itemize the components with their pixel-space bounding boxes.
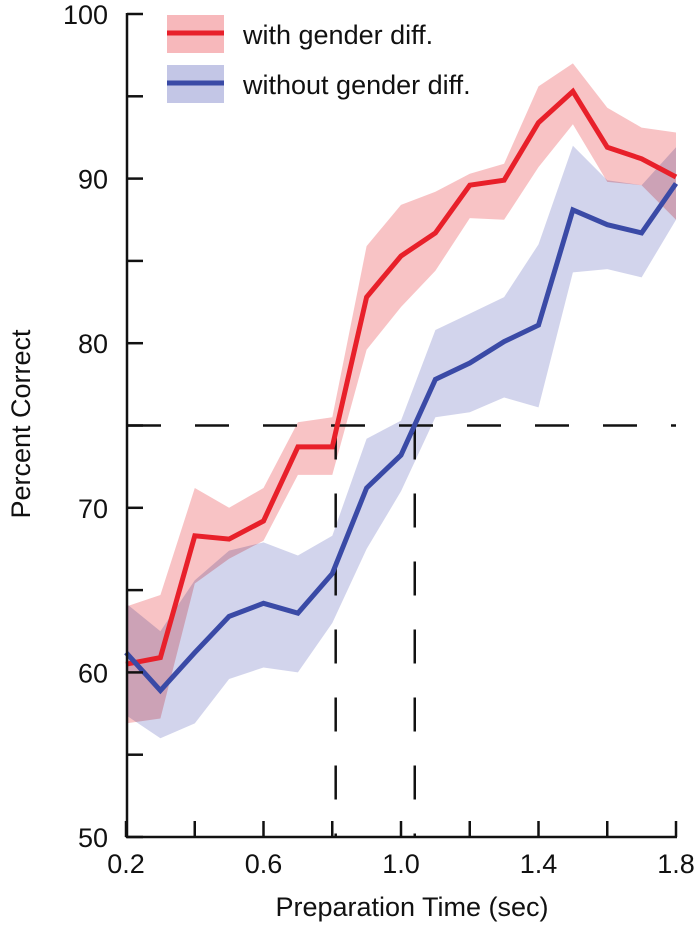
x-tick-label: 1.0: [382, 849, 420, 879]
legend: with gender diff. without gender diff.: [167, 15, 471, 103]
series-line-with-gender-diff: [125, 87, 678, 667]
y-tick-label: 60: [78, 658, 108, 688]
y-tick-label: 90: [78, 165, 108, 195]
x-tick-label: 1.8: [657, 849, 695, 879]
series-lines: [124, 87, 679, 695]
y-tick-label: 100: [63, 0, 108, 30]
x-tick-label: 0.2: [107, 849, 145, 879]
y-tick-label: 50: [78, 823, 108, 853]
x-axis-title: Preparation Time (sec): [275, 892, 548, 922]
band-with-gender-diff: [126, 63, 676, 724]
y-tick-label: 80: [78, 329, 108, 359]
confidence-bands: [126, 63, 676, 739]
legend-label: with gender diff.: [242, 20, 433, 50]
band-without-gender-diff: [126, 145, 676, 739]
ticks: 50 60 70 80 90 100 0.2 0.6 1.0 1.4 1.8: [63, 0, 695, 879]
y-axis-title: Percent Correct: [6, 329, 36, 519]
x-tick-label: 1.4: [520, 849, 558, 879]
legend-label: without gender diff.: [242, 70, 471, 100]
series-line-without-gender-diff: [124, 182, 679, 695]
reference-lines: [127, 424, 676, 837]
y-tick-label: 70: [78, 494, 108, 524]
x-tick-label: 0.6: [245, 849, 283, 879]
